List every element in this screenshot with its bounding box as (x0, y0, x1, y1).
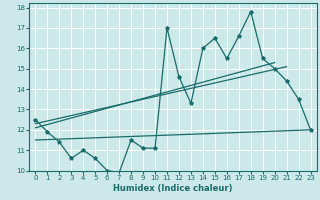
X-axis label: Humidex (Indice chaleur): Humidex (Indice chaleur) (113, 184, 233, 193)
